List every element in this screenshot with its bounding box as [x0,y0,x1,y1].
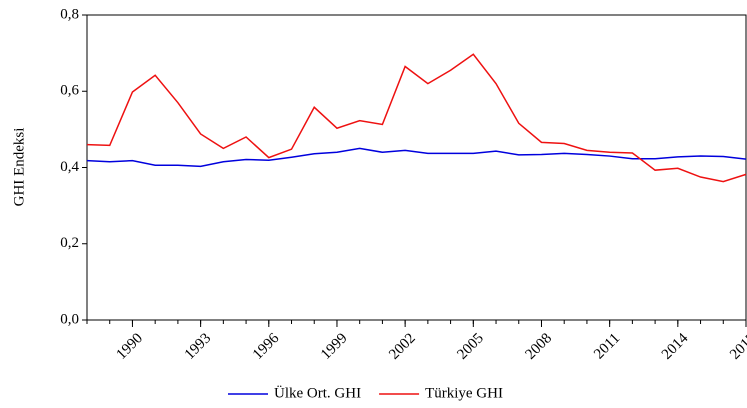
x-tick-label: 2002 [386,330,419,363]
y-tick-label: 0,8 [60,6,79,22]
legend-label: Türkiye GHI [425,385,503,401]
x-tick-label: 2011 [591,330,623,362]
plot-frame [86,14,747,321]
y-tick-label: 0,6 [60,83,79,99]
series-line [86,147,747,168]
y-axis-label: GHI Endeksi [11,128,27,207]
x-tick-label: 1993 [182,330,215,363]
legend-label: Ülke Ort. GHI [274,384,361,401]
x-tick-label: 2017 [727,330,747,363]
x-tick-label: 2005 [454,330,487,363]
x-tick-label: 1999 [318,330,351,363]
y-tick-label: 0,2 [60,235,79,251]
x-tick-label: 1996 [250,330,283,363]
y-tick-label: 0,4 [60,159,79,175]
y-tick-label: 0,0 [60,311,79,327]
x-tick-label: 2014 [659,330,692,363]
x-tick-label: 2008 [523,330,556,363]
series-line [86,53,747,183]
x-tick-label: 1990 [114,330,147,363]
